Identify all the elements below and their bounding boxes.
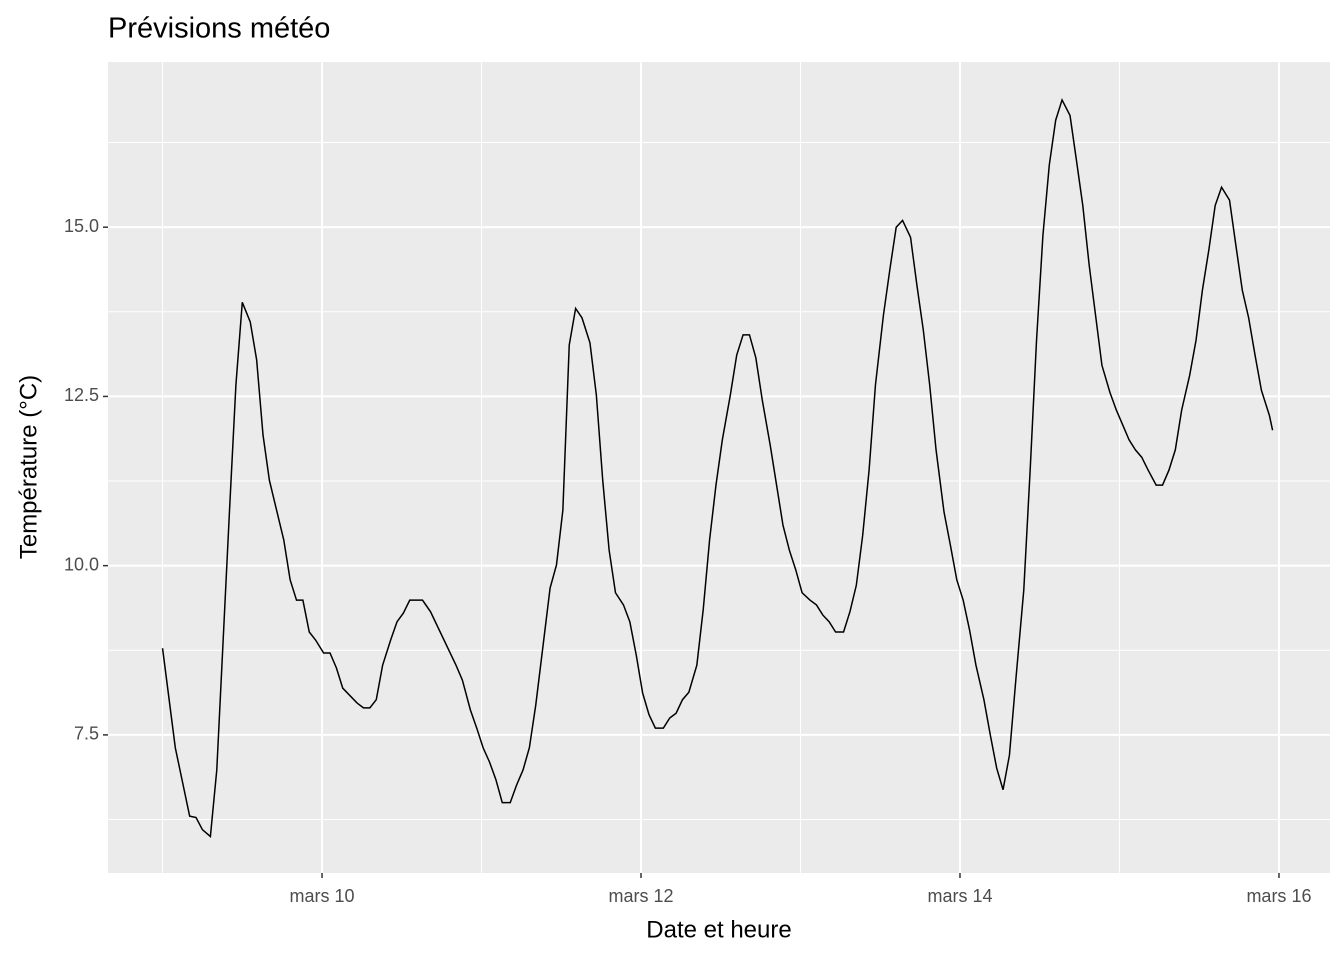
x-axis-title: Date et heure bbox=[646, 916, 791, 943]
x-tick-label: mars 12 bbox=[608, 886, 673, 906]
chart-title: Prévisions météo bbox=[108, 13, 330, 45]
temperature-line bbox=[161, 97, 1274, 838]
grid bbox=[108, 62, 1330, 873]
y-axis-title: Température (°C) bbox=[15, 375, 42, 559]
y-tick-label: 15.0 bbox=[64, 216, 99, 236]
y-tick-label: 10.0 bbox=[64, 554, 99, 574]
y-tick-label: 12.5 bbox=[64, 385, 99, 405]
x-tick-label: mars 10 bbox=[290, 886, 355, 906]
x-tick-label: mars 16 bbox=[1246, 886, 1311, 906]
y-tick-label: 7.5 bbox=[74, 724, 99, 744]
x-tick-label: mars 14 bbox=[927, 886, 992, 906]
